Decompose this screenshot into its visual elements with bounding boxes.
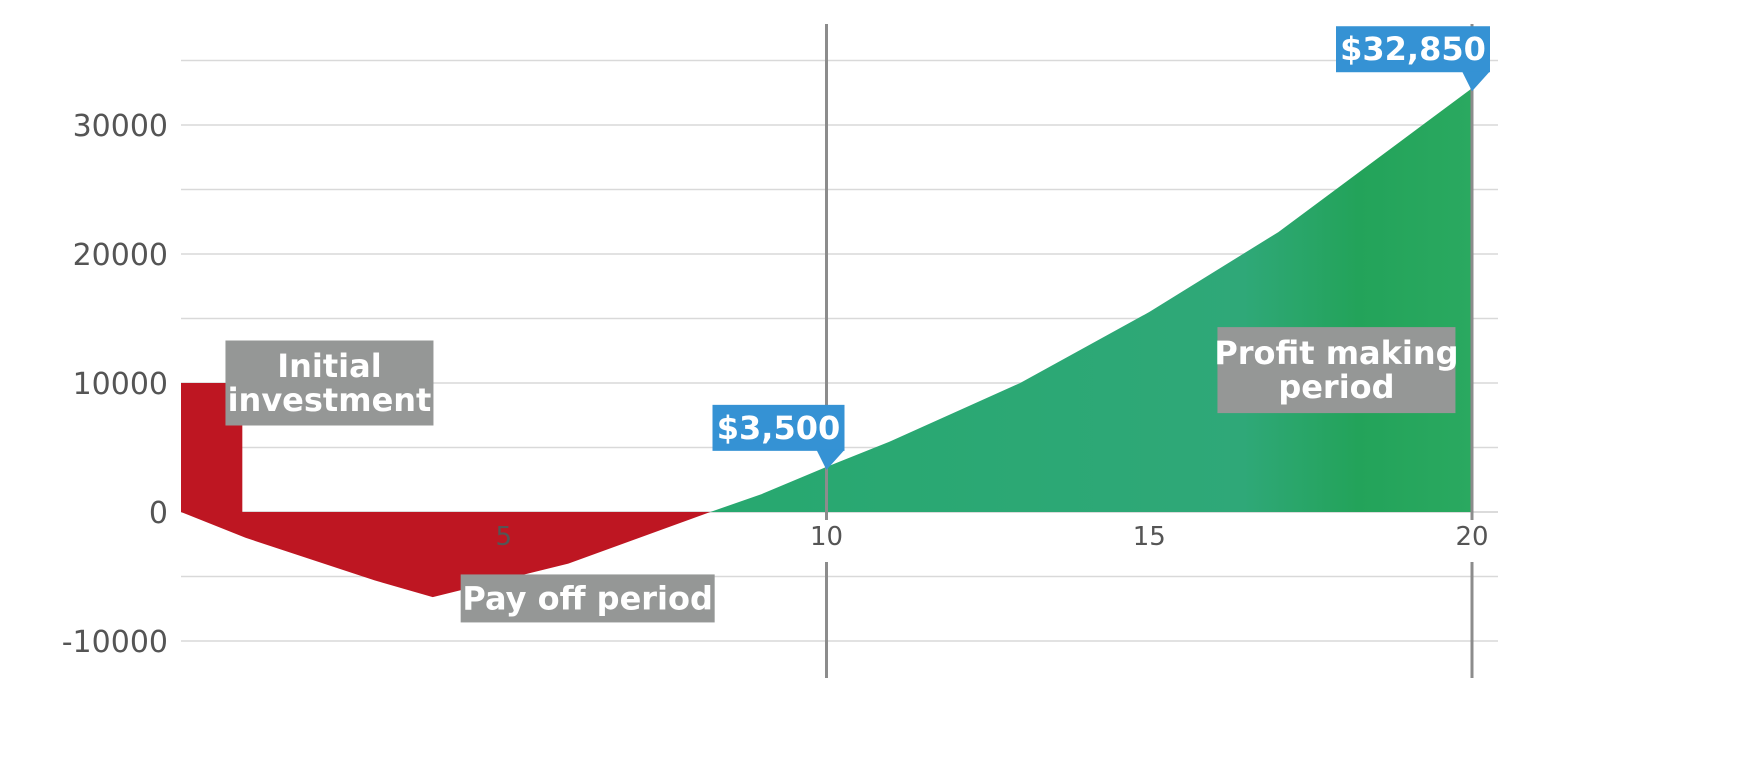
- x-tick-label: 5: [495, 522, 512, 552]
- y-tick-label: 30000: [73, 109, 168, 144]
- initial-investment-label-text: investment: [228, 381, 432, 419]
- callout-3500: $3,500: [712, 404, 845, 470]
- callout-32850-pointer: [1462, 71, 1490, 92]
- y-tick-label: 20000: [73, 238, 168, 273]
- profit-making-period-label-text: Profit making: [1214, 334, 1458, 372]
- y-tick-label: 10000: [73, 367, 168, 402]
- pay-off-period-label-text: Pay off period: [462, 579, 713, 617]
- y-tick-label: 0: [149, 496, 168, 531]
- callout-3500-pointer: [816, 449, 845, 470]
- pay-off-period-label: Pay off period: [460, 574, 715, 623]
- callout-32850-box: [1336, 26, 1490, 73]
- y-tick-label: -10000: [62, 625, 168, 660]
- initial-investment-label-box: [225, 340, 434, 426]
- x-tick-label: 20: [1455, 522, 1488, 552]
- marker-gap: [1467, 520, 1477, 562]
- callout-32850: $32,850: [1336, 26, 1490, 92]
- loss-area: [181, 512, 711, 598]
- x-tick-label: 15: [1133, 522, 1166, 552]
- callout-3500-box: [712, 404, 845, 451]
- marker-gap: [821, 520, 832, 562]
- callout-3500-text: $3,500: [717, 409, 840, 447]
- profit-making-period-label-box: [1217, 327, 1456, 414]
- initial-investment-label-text: Initial: [277, 347, 381, 385]
- vertical-markers: [821, 24, 1477, 678]
- tick-labels: -10000 0 10000 20000 30000 5 10 15 20: [62, 109, 1489, 660]
- profit-making-period-label-text: period: [1278, 368, 1394, 406]
- callout-32850-text: $32,850: [1340, 30, 1486, 68]
- pay-off-period-label-box: [460, 574, 715, 623]
- x-tick-label: 10: [810, 522, 843, 552]
